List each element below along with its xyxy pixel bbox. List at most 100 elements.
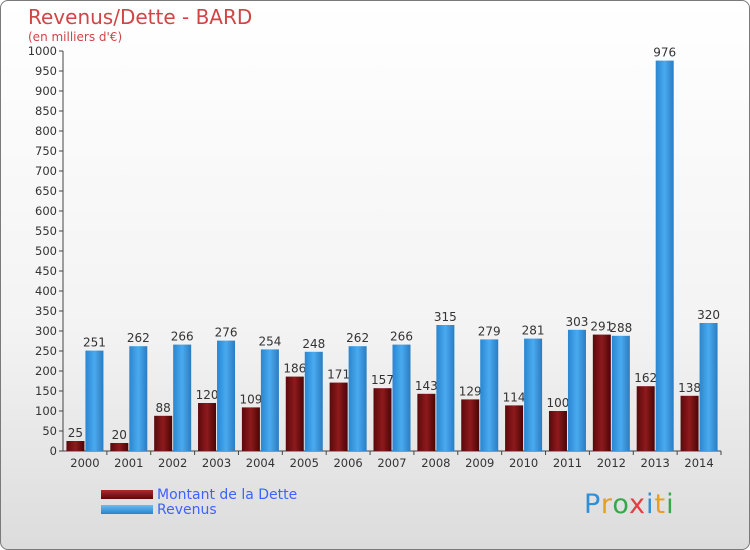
data-label: 129 bbox=[459, 384, 482, 398]
y-tick-label: 600 bbox=[35, 204, 57, 218]
data-label: 266 bbox=[390, 330, 413, 344]
data-label: 315 bbox=[434, 310, 457, 324]
bar-dette bbox=[285, 376, 304, 451]
y-tick-label: 650 bbox=[35, 184, 57, 198]
bar-revenus bbox=[217, 340, 236, 451]
y-tick-label: 500 bbox=[35, 244, 57, 258]
proxiti-logo: Proxiti bbox=[584, 489, 675, 520]
y-tick-label: 950 bbox=[35, 64, 57, 78]
data-label: 171 bbox=[327, 368, 350, 382]
data-label: 109 bbox=[239, 392, 262, 406]
data-label: 279 bbox=[478, 324, 501, 338]
x-tick-label: 2005 bbox=[290, 456, 319, 470]
data-label: 266 bbox=[171, 330, 194, 344]
bar-revenus bbox=[567, 329, 586, 451]
x-tick-label: 2014 bbox=[684, 456, 713, 470]
y-tick-label: 0 bbox=[50, 444, 57, 458]
legend-item-dette: Montant de la Dette bbox=[101, 486, 298, 503]
bar-revenus bbox=[129, 346, 148, 451]
bar-revenus bbox=[348, 346, 367, 451]
bar-dette bbox=[329, 382, 348, 451]
x-tick-label: 2001 bbox=[114, 456, 143, 470]
bar-dette bbox=[548, 411, 567, 451]
y-tick-label: 900 bbox=[35, 84, 57, 98]
data-label: 262 bbox=[346, 331, 369, 345]
data-label: 138 bbox=[678, 381, 701, 395]
data-label: 288 bbox=[609, 321, 632, 335]
bar-dette bbox=[680, 395, 699, 451]
bar-revenus bbox=[611, 335, 630, 451]
y-tick-label: 150 bbox=[35, 384, 57, 398]
data-label: 25 bbox=[68, 426, 83, 440]
x-tick-label: 2003 bbox=[202, 456, 231, 470]
bar-dette bbox=[154, 415, 173, 451]
data-label: 143 bbox=[415, 379, 438, 393]
bar-revenus bbox=[480, 339, 499, 451]
x-tick-label: 2008 bbox=[421, 456, 450, 470]
x-tick-label: 2013 bbox=[641, 456, 670, 470]
chart-title: Revenus/Dette - BARD bbox=[28, 5, 253, 29]
bar-dette bbox=[461, 399, 480, 451]
data-label: 276 bbox=[215, 326, 238, 340]
y-tick-label: 800 bbox=[35, 124, 57, 138]
x-tick-label: 2012 bbox=[597, 456, 626, 470]
bar-dette bbox=[373, 388, 392, 451]
data-label: 114 bbox=[503, 390, 526, 404]
bar-dette bbox=[198, 403, 217, 451]
data-label: 20 bbox=[112, 428, 127, 442]
legend-item-revenus: Revenus bbox=[101, 501, 297, 518]
x-tick-label: 2004 bbox=[246, 456, 275, 470]
y-tick-label: 50 bbox=[42, 424, 57, 438]
bar-revenus bbox=[699, 323, 718, 451]
bar-revenus bbox=[392, 344, 411, 451]
x-tick-label: 2006 bbox=[333, 456, 362, 470]
y-tick-label: 550 bbox=[35, 224, 57, 238]
data-label: 157 bbox=[371, 373, 394, 387]
y-tick-label: 100 bbox=[35, 404, 57, 418]
bar-dette bbox=[417, 393, 436, 451]
bar-revenus bbox=[85, 350, 104, 451]
bar-revenus bbox=[304, 351, 323, 451]
data-label: 320 bbox=[697, 308, 720, 322]
legend-swatch-dette bbox=[101, 490, 153, 499]
chart-subtitle: (en milliers d'€) bbox=[28, 30, 123, 44]
data-label: 248 bbox=[302, 337, 325, 351]
data-label: 162 bbox=[634, 371, 657, 385]
bar-dette bbox=[66, 441, 85, 451]
bar-dette bbox=[110, 443, 129, 451]
y-tick-label: 250 bbox=[35, 344, 57, 358]
bar-revenus bbox=[260, 349, 279, 451]
data-label: 100 bbox=[547, 396, 570, 410]
data-label: 291 bbox=[590, 320, 613, 334]
data-label: 303 bbox=[566, 315, 589, 329]
y-tick-label: 350 bbox=[35, 304, 57, 318]
y-tick-label: 750 bbox=[35, 144, 57, 158]
x-tick-label: 2011 bbox=[553, 456, 582, 470]
data-label: 254 bbox=[258, 334, 281, 348]
x-tick-label: 2009 bbox=[465, 456, 494, 470]
y-tick-label: 200 bbox=[35, 364, 57, 378]
bar-revenus bbox=[436, 325, 455, 451]
bar-dette bbox=[592, 334, 611, 451]
bar-dette bbox=[505, 405, 524, 451]
x-tick-label: 2000 bbox=[70, 456, 99, 470]
legend-swatch-revenus bbox=[101, 505, 153, 514]
bar-revenus bbox=[524, 338, 543, 451]
y-tick-label: 450 bbox=[35, 264, 57, 278]
x-tick-label: 2007 bbox=[377, 456, 406, 470]
legend: Montant de la Dette Revenus bbox=[101, 486, 298, 518]
y-tick-label: 850 bbox=[35, 104, 57, 118]
y-tick-label: 300 bbox=[35, 324, 57, 338]
data-label: 262 bbox=[127, 331, 150, 345]
y-tick-label: 400 bbox=[35, 284, 57, 298]
legend-label-dette: Montant de la Dette bbox=[157, 486, 298, 503]
x-tick-label: 2010 bbox=[509, 456, 538, 470]
data-label: 88 bbox=[156, 401, 171, 415]
legend-label-revenus: Revenus bbox=[157, 501, 217, 518]
data-label: 281 bbox=[522, 324, 545, 338]
y-tick-label: 700 bbox=[35, 164, 57, 178]
bar-revenus bbox=[173, 344, 192, 451]
data-label: 251 bbox=[83, 336, 106, 350]
